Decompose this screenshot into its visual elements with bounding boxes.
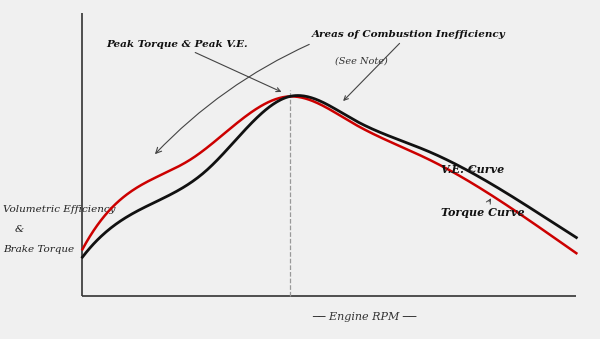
Text: Brake Torque: Brake Torque: [3, 245, 74, 254]
Text: &: &: [15, 225, 24, 234]
Text: Areas of Combustion Inefficiency: Areas of Combustion Inefficiency: [312, 29, 506, 100]
Text: V.E. Curve: V.E. Curve: [441, 164, 505, 175]
Text: ── Engine RPM ──: ── Engine RPM ──: [313, 312, 417, 322]
Text: Peak Torque & Peak V.E.: Peak Torque & Peak V.E.: [106, 40, 280, 92]
Text: Torque Curve: Torque Curve: [441, 199, 525, 218]
Text: Volumetric Efficiency: Volumetric Efficiency: [3, 205, 116, 214]
Text: (See Note): (See Note): [335, 56, 388, 65]
